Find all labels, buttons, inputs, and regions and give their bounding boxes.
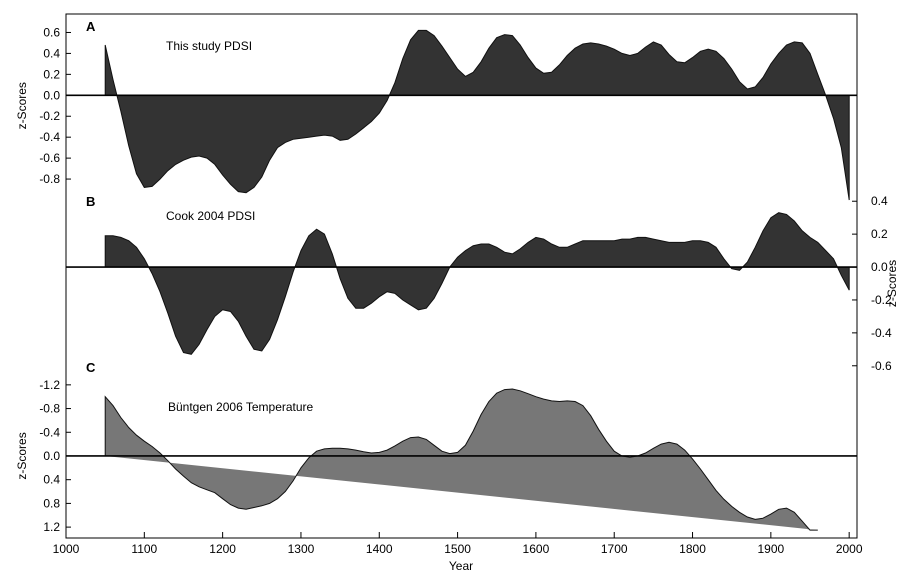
y-tick-label: -0.4 [871,326,892,340]
y-tick-label: -1.2 [39,378,60,392]
y-tick-label: 0.4 [43,46,60,60]
series-area [104,212,850,355]
x-tick-label: 1300 [288,542,315,556]
y-tick-label: 1.2 [43,520,60,534]
y-tick-label: 0.0 [43,449,60,463]
y-tick-label: -0.6 [871,359,892,373]
y-tick-label: -0.4 [39,130,60,144]
y-tick-label: 0.6 [43,25,60,39]
panel-b: 0.4 0.2 0.0 -0.2 -0.4 -0.6 z-Scores B Cook 2004 … [66,194,899,373]
y-tick-label: -0.6 [39,151,60,165]
x-tick-label: 1200 [209,542,236,556]
y-tick-label: -0.4 [39,425,60,439]
y-tick-label: 0.4 [43,473,60,487]
x-axis-label: Year [449,559,473,572]
panel-a: 0.6 0.4 0.2 0.0 -0.2 -0.4 -0.6 -0.8 z-Scores A Thi… [15,19,857,201]
plot-frame [65,13,858,539]
panel-c: -1.2 -0.8 -0.4 0.0 0.4 0.8 1.2 z-Scores C Büntgen… [15,360,857,534]
x-tick-label: 1900 [757,542,784,556]
y-axis-label: z-Scores [15,432,29,479]
y-tick-label: -0.2 [39,109,60,123]
series-area [104,29,850,201]
x-tick-label: 1100 [131,542,157,556]
y-tick-label: 0.0 [871,260,888,274]
y-tick-label: -0.2 [871,293,892,307]
panel-letter: C [86,360,96,375]
panels: 0.6 0.4 0.2 0.0 -0.2 -0.4 -0.6 -0.8 z-Scores A Thi… [15,19,899,534]
y-tick-label: -0.8 [39,402,60,416]
y-tick-label: 0.0 [43,88,60,102]
x-tick-label: 1700 [601,542,628,556]
x-tick-label: 1500 [444,542,471,556]
x-tick-label: 2000 [836,542,863,556]
series-label: Cook 2004 PDSI [166,209,255,223]
panel-letter: B [86,194,95,209]
y-axis-label: z-Scores [15,82,29,129]
x-tick-label: 1400 [366,542,393,556]
y-tick-label: 0.2 [43,67,60,81]
panel-letter: A [86,19,96,34]
series-area [104,388,818,531]
series-label: This study PDSI [166,39,252,53]
series-label: Büntgen 2006 Temperature [168,400,314,414]
x-tick-label: 1800 [679,542,706,556]
x-axis: 1000 1100 1200 1300 1400 1500 1600 1700 1800 1900… [53,532,863,556]
x-tick-label: 1000 [53,542,80,556]
y-tick-label: -0.8 [39,172,60,186]
x-tick-label: 1600 [523,542,550,556]
y-tick-label: 0.2 [871,227,888,241]
y-tick-label: 0.8 [43,496,60,510]
y-tick-label: 0.4 [871,194,888,208]
y-axis-label: z-Scores [885,260,899,307]
